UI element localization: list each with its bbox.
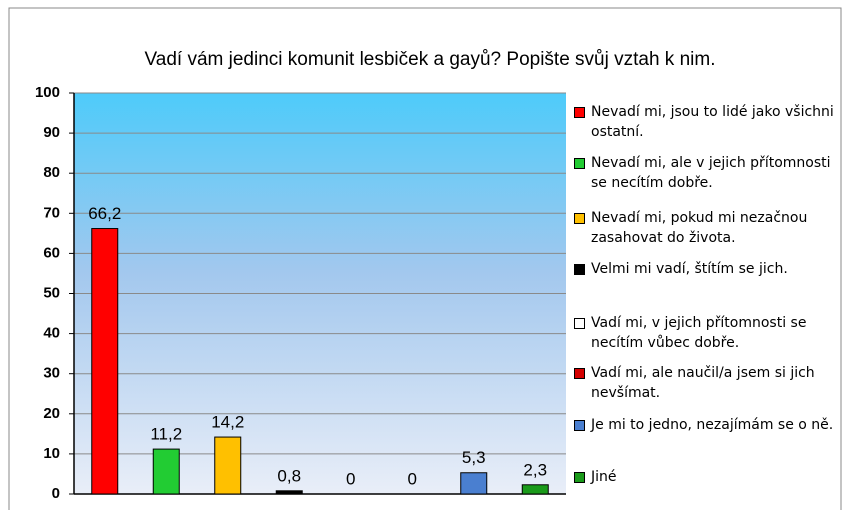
y-tick-label: 100 (35, 84, 60, 101)
y-tick-label: 40 (43, 325, 60, 342)
chart-title: Vadí vám jedinci komunit lesbiček a gayů… (145, 49, 716, 70)
bar (152, 448, 180, 495)
legend-item: Velmi mi vadí, štítím se jich. (574, 259, 849, 279)
chart-border (8, 7, 842, 510)
bar (91, 228, 119, 495)
legend-swatch (574, 472, 585, 483)
legend-item: Nevadí mi, ale v jejich přítomnosti se n… (574, 153, 849, 193)
legend-label: Je mi to jedno, nezajímám se o ně. (591, 417, 834, 433)
legend-label: Jiné (591, 469, 617, 485)
legend-swatch (574, 213, 585, 224)
legend-item: Nevadí mi, pokud mi nezačnou zasahovat d… (574, 208, 849, 248)
legend-label: Velmi mi vadí, štítím se jich. (591, 261, 788, 277)
data-label: 0 (346, 469, 355, 488)
data-label: 11,2 (150, 425, 182, 444)
legend-item: Vadí mi, ale naučil/a jsem si jich nevší… (574, 363, 849, 403)
legend-item: Nevadí mi, jsou to lidé jako všichni ost… (574, 102, 849, 142)
bar (275, 490, 303, 495)
bar (521, 484, 549, 495)
legend-label: Vadí mi, ale naučil/a jsem si jich nevší… (591, 365, 815, 401)
y-tick-label: 90 (43, 124, 60, 141)
legend-swatch (574, 368, 585, 379)
y-tick-label: 0 (52, 485, 60, 502)
legend-swatch (574, 264, 585, 275)
data-label: 66,2 (88, 204, 121, 223)
data-label: 2,3 (523, 460, 547, 479)
legend-swatch (574, 420, 585, 431)
y-tick-label: 60 (43, 244, 60, 261)
data-label: 5,3 (462, 448, 486, 467)
legend-label: Nevadí mi, jsou to lidé jako všichni ost… (591, 104, 834, 140)
bar (214, 436, 242, 495)
bar (460, 472, 488, 495)
y-tick-label: 20 (43, 405, 60, 422)
legend-label: Nevadí mi, ale v jejich přítomnosti se n… (591, 155, 831, 191)
legend-swatch (574, 158, 585, 169)
legend-item: Jiné (574, 467, 849, 487)
legend-label: Nevadí mi, pokud mi nezačnou zasahovat d… (591, 210, 808, 246)
y-tick-label: 70 (43, 204, 60, 221)
data-label: 0,8 (277, 466, 301, 485)
data-label: 0 (408, 469, 417, 488)
y-tick-label: 80 (43, 164, 60, 181)
y-tick-label: 10 (43, 445, 60, 462)
legend-item: Je mi to jedno, nezajímám se o ně. (574, 415, 849, 435)
legend-swatch (574, 318, 585, 329)
legend-label: Vadí mi, v jejich přítomnosti se necítím… (591, 315, 807, 351)
legend-swatch (574, 107, 585, 118)
y-tick-label: 50 (43, 284, 60, 301)
data-label: 14,2 (211, 413, 244, 432)
y-tick-label: 30 (43, 365, 60, 382)
legend-item: Vadí mi, v jejich přítomnosti se necítím… (574, 313, 849, 353)
